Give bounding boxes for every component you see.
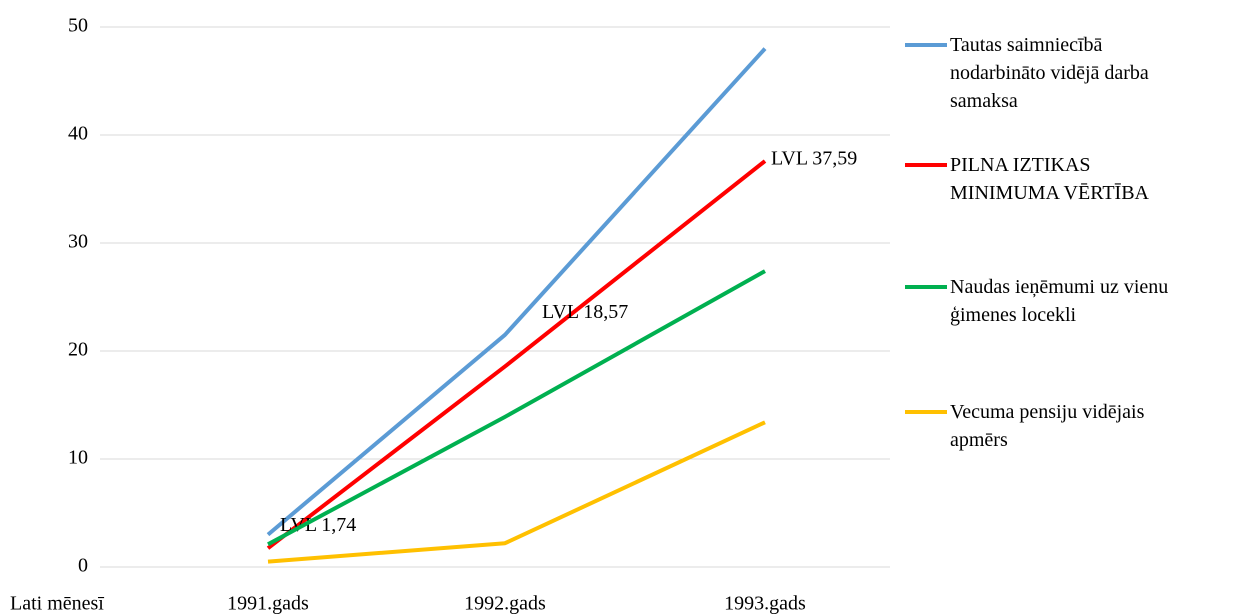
legend-label: PILNA IZTIKAS MINIMUMA VĒRTĪBA [950,154,1149,204]
x-tick-label: 1993.gads [724,593,806,614]
data-label: LVL 1,74 [280,514,356,536]
y-tick-label: 40 [68,123,88,145]
data-label: LVL 37,59 [771,148,857,170]
y-tick-label: 30 [68,231,88,253]
y-tick-label: 50 [68,15,88,37]
series-line [266,159,767,550]
legend-label: Naudas ieņēmumi uz vienu ģimenes locekli [950,276,1169,326]
y-tick-label: 20 [68,339,88,361]
series-line [267,269,766,547]
data-label: LVL 18,57 [542,301,628,323]
legend-label: Tautas saimniecībā nodarbināto vidējā da… [950,34,1149,112]
legend-label: Vecuma pensiju vidējais apmērs [950,401,1145,451]
x-tick-label: 1992.gads [464,593,546,614]
y-tick-label: 10 [68,447,88,469]
y-axis-label: Lati mēnesī [10,593,104,614]
series-line [266,47,767,537]
x-tick-label: 1991.gads [227,593,309,614]
y-tick-label: 0 [78,555,88,577]
series-line [267,420,766,564]
